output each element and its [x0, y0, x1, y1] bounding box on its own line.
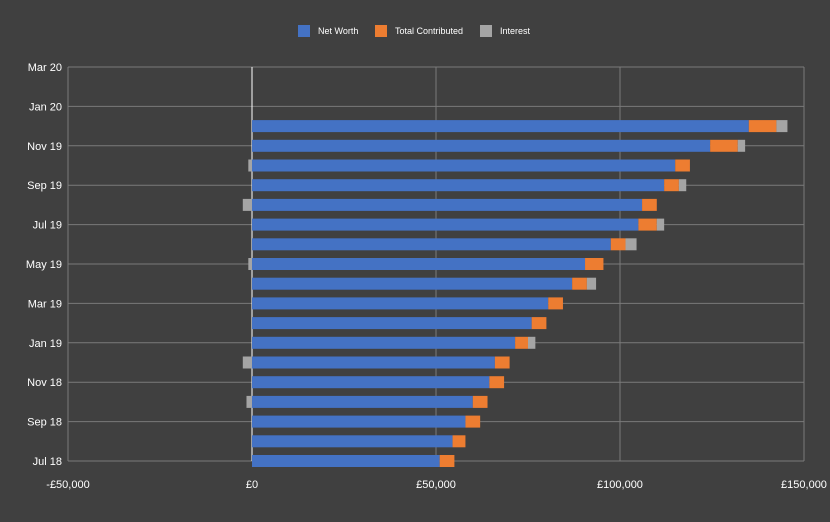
bar-total-contributed-dec-18: [494, 356, 510, 369]
y-tick-label: Sep 18: [27, 417, 62, 429]
bar-total-contributed-sep-18: [465, 415, 481, 428]
bar-interest-nov-19: [737, 139, 746, 152]
bar-total-contributed-dec-19: [748, 120, 777, 133]
y-tick-label: Jan 20: [29, 101, 62, 113]
bar-total-contributed-apr-19: [572, 277, 587, 290]
y-tick-label: Nov 19: [27, 141, 62, 153]
legend-swatch-interest: [480, 25, 492, 37]
bar-total-contributed-aug-19: [642, 198, 657, 211]
legend: Net Worth Total Contributed Interest: [298, 25, 531, 37]
bar-net-worth-mar-19: [252, 297, 549, 310]
bar-total-contributed-nov-18: [489, 376, 505, 389]
bar-interest-apr-19: [586, 277, 597, 290]
bar-total-contributed-jun-19: [610, 238, 626, 251]
bar-interest-dec-18: [242, 356, 252, 369]
bar-interest-dec-19: [776, 120, 788, 133]
legend-label-total-contributed: Total Contributed: [395, 26, 463, 36]
bar-net-worth-feb-19: [252, 317, 532, 330]
bar-net-worth-aug-19: [252, 198, 643, 211]
x-tick-label: £150,000: [781, 479, 827, 491]
bar-total-contributed-jul-19: [638, 218, 657, 231]
y-axis-labels: Jul 18 Sep 18 Nov 18 Jan 19 Mar 19 May 19 Jul …: [26, 62, 62, 468]
legend-swatch-net-worth: [298, 25, 310, 37]
y-tick-label: Nov 18: [27, 377, 62, 389]
bar-total-contributed-jul-18: [439, 455, 455, 467]
y-tick-label: May 19: [26, 259, 62, 271]
y-tick-label: Jan 19: [29, 338, 62, 350]
bar-total-contributed-feb-19: [531, 317, 547, 330]
x-tick-label: £50,000: [416, 479, 456, 491]
bar-interest-aug-19: [242, 198, 252, 211]
bar-net-worth-oct-19: [252, 159, 676, 172]
bar-interest-sep-19: [678, 179, 687, 192]
bar-total-contributed-sep-19: [664, 179, 679, 192]
x-tick-label: £100,000: [597, 479, 643, 491]
bar-net-worth-sep-18: [252, 415, 466, 428]
bar-total-contributed-oct-18: [472, 395, 488, 408]
x-tick-label: -£50,000: [46, 479, 89, 491]
bar-total-contributed-may-19: [585, 258, 604, 270]
bar-interest-oct-19: [248, 159, 252, 172]
bar-net-worth-apr-19: [252, 277, 573, 290]
bar-interest-oct-18: [246, 395, 252, 408]
bar-total-contributed-oct-19: [675, 159, 690, 172]
bar-net-worth-dec-19: [252, 120, 749, 133]
bar-total-contributed-jan-19: [515, 336, 528, 349]
bar-net-worth-jul-18: [252, 455, 440, 467]
bar-interest-jul-19: [656, 218, 665, 231]
bar-net-worth-oct-18: [252, 395, 473, 408]
bar-net-worth-jul-19: [252, 218, 639, 231]
x-axis-labels: -£50,000 £0 £50,000 £100,000 £150,000: [46, 479, 827, 491]
legend-label-interest: Interest: [500, 26, 531, 36]
bar-net-worth-nov-18: [252, 376, 490, 389]
legend-label-net-worth: Net Worth: [318, 26, 358, 36]
bar-interest-may-19: [248, 258, 252, 270]
bar-interest-jan-19: [528, 336, 536, 349]
x-tick-label: £0: [246, 479, 258, 491]
bar-net-worth-may-19: [252, 258, 586, 270]
bar-net-worth-jun-19: [252, 238, 611, 251]
bars: [242, 120, 788, 467]
y-tick-label: Sep 19: [27, 180, 62, 192]
bar-interest-jun-19: [625, 238, 637, 251]
y-tick-label: Jul 18: [33, 456, 62, 468]
bar-total-contributed-nov-19: [710, 139, 738, 152]
y-tick-label: Mar 19: [28, 298, 62, 310]
legend-swatch-total-contributed: [375, 25, 387, 37]
bar-net-worth-sep-19: [252, 179, 665, 192]
bar-total-contributed-aug-18: [452, 435, 466, 448]
bar-total-contributed-mar-19: [548, 297, 563, 310]
bar-net-worth-dec-18: [252, 356, 495, 369]
bar-net-worth-aug-18: [252, 435, 453, 448]
y-tick-label: Jul 19: [33, 220, 62, 232]
bar-net-worth-jan-19: [252, 336, 516, 349]
y-tick-label: Mar 20: [28, 62, 62, 74]
bar-net-worth-nov-19: [252, 139, 711, 152]
